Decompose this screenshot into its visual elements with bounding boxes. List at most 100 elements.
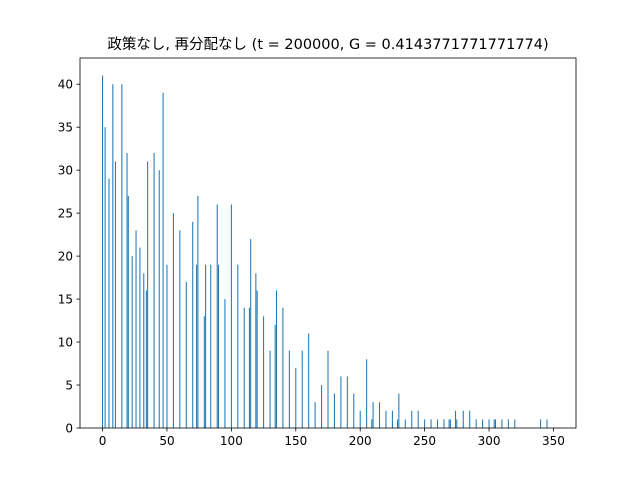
bar: [469, 410, 471, 428]
bar: [314, 402, 316, 428]
bar: [145, 290, 147, 428]
bar: [404, 419, 406, 428]
bar: [288, 350, 290, 428]
bar: [205, 264, 207, 428]
bar: [353, 393, 355, 428]
bar: [192, 221, 194, 428]
bar: [248, 307, 250, 428]
bar: [462, 410, 464, 428]
bar: [224, 299, 226, 428]
x-tick-label: 250: [413, 434, 436, 448]
x-tick-label: 350: [542, 434, 565, 448]
x-tick-label: 150: [284, 434, 307, 448]
bar: [197, 195, 199, 428]
bar: [321, 385, 323, 428]
bar: [436, 419, 439, 428]
bar: [443, 419, 445, 428]
bar: [333, 393, 335, 428]
bar: [275, 290, 277, 428]
bar: [488, 419, 490, 428]
bar: [449, 419, 451, 428]
bar: [391, 410, 393, 428]
bar: [112, 84, 114, 428]
bar: [397, 419, 399, 428]
y-tick-label: 5: [65, 379, 73, 393]
bar: [340, 376, 342, 428]
bar: [366, 359, 368, 428]
bar: [104, 127, 106, 429]
bar: [308, 333, 310, 428]
bar: [424, 419, 426, 428]
bar: [456, 419, 458, 428]
bar: [282, 307, 284, 428]
y-tick-label: 35: [58, 121, 73, 135]
y-axis: 0 5 10 15 20 25 30 35 40: [58, 78, 80, 436]
bar: [263, 316, 265, 428]
bar: [255, 273, 257, 428]
bar: [158, 170, 160, 428]
bar: [514, 419, 516, 428]
bar: [256, 290, 258, 428]
bar: [179, 230, 181, 428]
y-tick-label: 20: [58, 250, 73, 264]
x-axis: 0 50 100 150 200 250 300 350: [99, 428, 565, 448]
bar: [237, 264, 239, 428]
x-tick-label: 300: [478, 434, 501, 448]
y-tick-label: 25: [58, 207, 73, 221]
bar: [126, 152, 128, 429]
bar: [147, 161, 149, 429]
x-tick-label: 200: [349, 434, 372, 448]
bar: [455, 410, 457, 428]
bar: [210, 264, 212, 428]
bar-group: [102, 75, 548, 429]
y-tick-label: 0: [65, 422, 73, 436]
bar: [546, 419, 548, 428]
bar: [327, 350, 329, 428]
plot-frame: [79, 57, 577, 429]
bar: [269, 350, 271, 428]
bar: [131, 256, 133, 428]
bar: [475, 419, 477, 428]
bar: [430, 419, 432, 428]
bar: [185, 281, 187, 428]
bar: [371, 419, 373, 428]
bar: [507, 419, 509, 428]
bar: [121, 84, 123, 428]
bar: [203, 316, 205, 428]
y-tick-label: 40: [58, 78, 73, 92]
y-tick-label: 30: [58, 164, 73, 178]
bar: [250, 238, 252, 428]
bar: [379, 402, 381, 428]
bar: [114, 161, 116, 429]
bar: [243, 307, 245, 428]
chart-title: 政策なし, 再分配なし (t = 200000, G = 0.414377177…: [107, 36, 548, 53]
bar: [102, 75, 104, 428]
bar: [359, 410, 361, 428]
bar: [494, 419, 496, 428]
bar: [346, 376, 348, 428]
bar: [482, 419, 484, 428]
bar: [196, 264, 198, 428]
bar: [301, 350, 303, 428]
bar: [372, 402, 374, 428]
bar: [411, 410, 413, 428]
bar: [216, 204, 218, 428]
bar: [274, 324, 276, 428]
bar: [135, 230, 137, 428]
x-tick-label: 0: [99, 434, 107, 448]
bar: [540, 419, 542, 428]
bar: [143, 273, 145, 428]
bar: [217, 264, 220, 428]
bar: [417, 410, 419, 428]
bar: [162, 92, 164, 429]
bar: [385, 410, 387, 428]
bar: [108, 178, 110, 428]
bar: [230, 204, 232, 428]
bar: [493, 419, 495, 428]
bar: [448, 419, 450, 428]
bar: [398, 393, 400, 428]
x-tick-label: 50: [159, 434, 174, 448]
bar: [172, 213, 174, 428]
y-tick-label: 15: [58, 293, 73, 307]
